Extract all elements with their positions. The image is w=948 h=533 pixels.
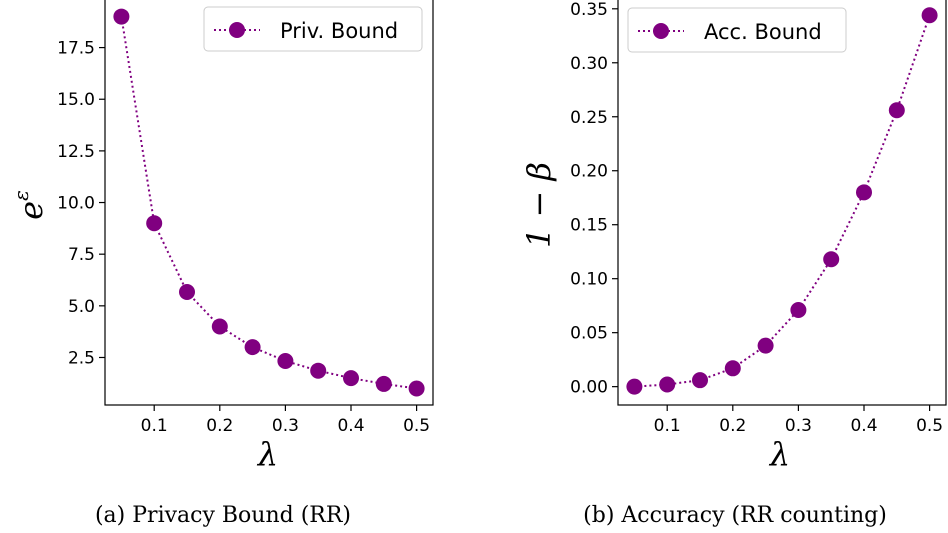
data-point bbox=[823, 251, 840, 268]
panel-b-y-ticks: 0.00 0.05 0.10 0.15 0.20 0.25 0.30 0.35 bbox=[570, 0, 618, 398]
y-tick-label: 0.10 bbox=[570, 270, 608, 290]
data-point bbox=[113, 8, 130, 25]
panel-a-y-axis-label-base: e bbox=[12, 201, 50, 220]
panel-b-legend-label: Acc. Bound bbox=[704, 20, 822, 44]
y-tick-label: 7.5 bbox=[68, 245, 95, 265]
panel-a-caption: (a) Privacy Bound (RR) bbox=[95, 503, 351, 528]
panel-b-legend-box bbox=[627, 7, 847, 53]
x-tick-label: 0.1 bbox=[654, 416, 681, 436]
panel-b-series bbox=[626, 7, 938, 395]
y-tick-label: 10.0 bbox=[57, 194, 95, 214]
panel-a-legend-label: Priv. Bound bbox=[280, 19, 398, 43]
x-tick-label: 0.4 bbox=[337, 416, 364, 436]
x-tick-label: 0.2 bbox=[206, 416, 233, 436]
data-point bbox=[343, 370, 359, 387]
y-tick-label: 0.15 bbox=[570, 216, 608, 236]
y-tick-label: 12.5 bbox=[57, 142, 95, 162]
panel-a-legend-box bbox=[203, 6, 423, 52]
panel-b-plot-frame bbox=[617, 0, 947, 406]
x-tick-label: 0.3 bbox=[785, 416, 812, 436]
x-tick-label: 0.2 bbox=[719, 416, 746, 436]
y-tick-label: 0.25 bbox=[570, 108, 608, 128]
y-tick-label: 0.00 bbox=[570, 378, 608, 398]
data-point bbox=[408, 380, 425, 397]
data-point bbox=[888, 102, 905, 119]
data-point bbox=[375, 375, 392, 392]
data-point bbox=[179, 283, 195, 300]
data-point bbox=[724, 360, 741, 377]
panel-b-legend-marker bbox=[653, 23, 669, 39]
panel-b-x-ticks: 0.1 0.2 0.3 0.4 0.5 bbox=[654, 405, 943, 436]
y-tick-label: 0.30 bbox=[570, 54, 608, 74]
x-tick-label: 0.5 bbox=[403, 416, 430, 436]
x-tick-label: 0.4 bbox=[850, 416, 877, 436]
series-line bbox=[120, 16, 417, 390]
panel-a-series bbox=[113, 8, 425, 397]
panel-b-y-axis-label: 1 − β bbox=[520, 162, 558, 248]
data-point bbox=[790, 301, 807, 318]
panel-a-legend: Priv. Bound bbox=[203, 6, 423, 52]
x-tick-label: 0.3 bbox=[272, 416, 299, 436]
panel-a-y-axis-label: eε bbox=[9, 190, 50, 220]
y-tick-label: 0.20 bbox=[570, 162, 608, 182]
panel-b-x-axis-label: λ bbox=[768, 435, 790, 473]
data-point bbox=[921, 7, 938, 24]
data-point bbox=[626, 378, 643, 395]
x-tick-label: 0.5 bbox=[916, 416, 943, 436]
panel-a-plot-frame bbox=[104, 0, 434, 406]
panel-b-caption: (b) Accuracy (RR counting) bbox=[583, 503, 887, 528]
data-point bbox=[757, 337, 774, 354]
data-point bbox=[146, 215, 163, 232]
data-point bbox=[244, 339, 261, 356]
panel-a-x-axis-label: λ bbox=[256, 435, 278, 473]
y-tick-label: 0.35 bbox=[570, 0, 608, 20]
panel-a-y-ticks: 2.5 5.0 7.5 10.0 12.5 15.0 17.5 bbox=[57, 39, 105, 368]
y-tick-label: 0.05 bbox=[570, 324, 608, 344]
y-tick-label: 17.5 bbox=[57, 39, 95, 59]
panel-a-y-axis-label-sup: ε bbox=[9, 190, 33, 201]
y-tick-label: 5.0 bbox=[68, 297, 95, 317]
data-point bbox=[856, 184, 872, 201]
panel-a-x-ticks: 0.1 0.2 0.3 0.4 0.5 bbox=[141, 405, 430, 436]
data-point bbox=[659, 376, 676, 393]
panel-b: 0.000.050.100.150.200.250.300.35 0.1 0.2 0… bbox=[520, 0, 947, 528]
data-point bbox=[277, 352, 294, 369]
panel-b-legend: Acc. Bound bbox=[627, 7, 847, 53]
panel-a-legend-marker bbox=[229, 22, 245, 38]
panel-a: 2.55.07.510.012.515.017.5 0.1 0.2 0.3 0.4 0.… bbox=[9, 0, 434, 528]
svg-text:eε: eε bbox=[9, 190, 50, 220]
series-line bbox=[634, 14, 931, 388]
x-tick-label: 0.1 bbox=[141, 416, 168, 436]
data-point bbox=[692, 372, 708, 389]
data-point bbox=[211, 318, 228, 335]
data-point bbox=[310, 362, 327, 379]
y-tick-label: 2.5 bbox=[68, 348, 95, 368]
y-tick-label: 15.0 bbox=[57, 90, 95, 110]
